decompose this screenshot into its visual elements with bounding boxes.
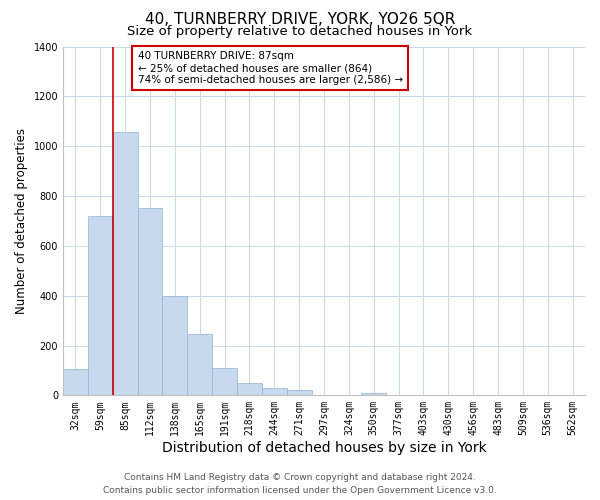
- Bar: [63, 369, 88, 396]
- Bar: [212, 368, 237, 396]
- Bar: [187, 334, 212, 396]
- Y-axis label: Number of detached properties: Number of detached properties: [15, 128, 28, 314]
- Bar: [287, 390, 311, 396]
- Text: Contains HM Land Registry data © Crown copyright and database right 2024.
Contai: Contains HM Land Registry data © Crown c…: [103, 474, 497, 495]
- Text: 40 TURNBERRY DRIVE: 87sqm
← 25% of detached houses are smaller (864)
74% of semi: 40 TURNBERRY DRIVE: 87sqm ← 25% of detac…: [137, 52, 403, 84]
- X-axis label: Distribution of detached houses by size in York: Distribution of detached houses by size …: [161, 441, 487, 455]
- Bar: [113, 132, 137, 396]
- Text: 40, TURNBERRY DRIVE, YORK, YO26 5QR: 40, TURNBERRY DRIVE, YORK, YO26 5QR: [145, 12, 455, 28]
- Bar: [88, 216, 113, 396]
- Bar: [137, 208, 163, 396]
- Bar: [163, 296, 187, 396]
- Bar: [361, 393, 386, 396]
- Bar: [237, 384, 262, 396]
- Bar: [262, 388, 287, 396]
- Text: Size of property relative to detached houses in York: Size of property relative to detached ho…: [127, 25, 473, 38]
